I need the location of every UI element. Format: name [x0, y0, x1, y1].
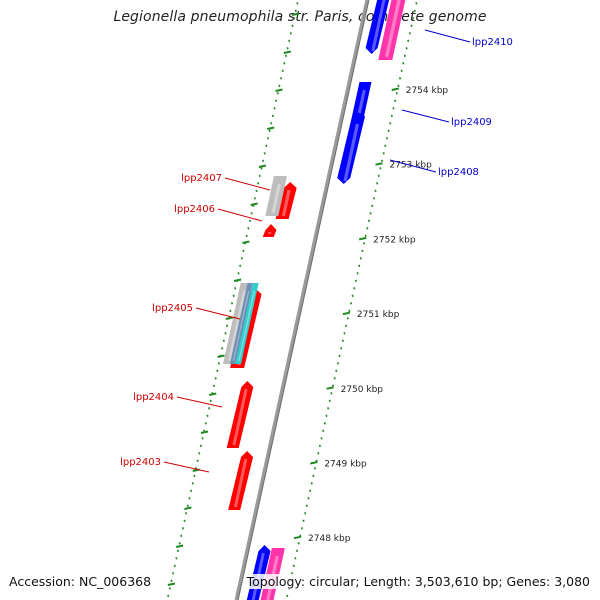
scale-tick-label: 2752 kbp — [373, 235, 416, 245]
scale-tick — [391, 87, 399, 91]
gene-leader-line — [176, 396, 223, 408]
scale-tick-label: 2754 kbp — [406, 86, 449, 96]
gene-leader-line — [195, 307, 241, 320]
inner-major-tick — [267, 126, 275, 130]
inner-major-tick — [258, 164, 267, 168]
inner-major-tick — [225, 316, 234, 320]
gene-label-lpp2408: lpp2408 — [438, 167, 479, 178]
inner-major-tick — [250, 202, 258, 206]
gene-label-lpp2406: lpp2406 — [174, 204, 215, 215]
inner-major-tick — [217, 354, 225, 358]
grey-feature-block-shine — [271, 183, 281, 214]
forward-gene-block-shine — [281, 189, 291, 217]
cyan-feature-block — [235, 283, 259, 364]
backbone-shade — [237, 0, 370, 600]
inner-major-tick — [283, 50, 292, 54]
scale-tick — [293, 535, 302, 540]
scale-tick-label: 2750 kbp — [341, 385, 384, 395]
grey-feature-block-shine — [227, 290, 246, 362]
gene-leader-line — [224, 177, 271, 191]
forward-gene-block — [228, 451, 254, 510]
inner-major-tick — [175, 544, 184, 548]
gene-label-lpp2409: lpp2409 — [451, 117, 492, 128]
blue-grey-feature-block-shine — [232, 290, 250, 362]
reverse-gene-block-shine — [357, 89, 366, 114]
forward-gene-block — [226, 381, 254, 448]
scale-tick — [375, 162, 383, 166]
gene-leader-line — [163, 461, 210, 473]
inner-major-tick — [275, 88, 283, 92]
forward-gene-block — [262, 224, 277, 237]
inner-major-tick — [242, 240, 250, 244]
pseudo-gene-block — [378, 0, 406, 60]
gene-label-lpp2405: lpp2405 — [152, 303, 193, 314]
inner-major-tick — [184, 506, 192, 510]
scale-tick-label: 2748 kbp — [308, 534, 351, 544]
scale-tick-label: 2749 kbp — [324, 460, 367, 470]
gene-label-lpp2403: lpp2403 — [120, 457, 161, 468]
inner-major-tick — [200, 430, 209, 434]
inner-major-tick — [291, 12, 300, 16]
pseudo-gene-block-shine — [384, 0, 401, 58]
reverse-gene-block — [352, 82, 372, 116]
gene-leader-line — [389, 159, 437, 173]
blue-grey-feature-block — [230, 283, 253, 364]
forward-gene-block-shine — [232, 388, 248, 446]
reverse-gene-block — [365, 0, 390, 54]
inner-major-tick — [167, 582, 176, 586]
gene-leader-line — [217, 208, 263, 222]
reverse-gene-block — [337, 116, 366, 184]
forward-gene-block — [275, 182, 297, 219]
gene-label-lpp2410: lpp2410 — [472, 37, 513, 48]
reverse-gene-block-shine — [343, 123, 360, 182]
gene-label-lpp2407: lpp2407 — [181, 173, 222, 184]
forward-gene-block-shine — [233, 458, 248, 508]
scale-tick — [310, 461, 318, 465]
reverse-gene-block-shine — [371, 0, 386, 52]
inner-major-tick — [209, 392, 217, 396]
inner-major-tick — [233, 278, 242, 282]
scale-tick — [326, 386, 334, 390]
scale-tick-label: 2751 kbp — [357, 310, 400, 320]
scale-tick — [342, 311, 351, 316]
gene-label-lpp2404: lpp2404 — [133, 392, 174, 403]
scale-tick — [358, 236, 367, 241]
grey-feature-block — [265, 176, 287, 216]
gene-leader-line — [401, 109, 450, 123]
accession-label: Accession: NC_006368 — [9, 574, 152, 589]
backbone-line — [234, 0, 370, 600]
topology-label: Topology: circular; Length: 3,503,610 bp… — [244, 574, 592, 589]
cyan-feature-block-shine — [238, 290, 255, 362]
gene-leader-line — [424, 29, 471, 43]
